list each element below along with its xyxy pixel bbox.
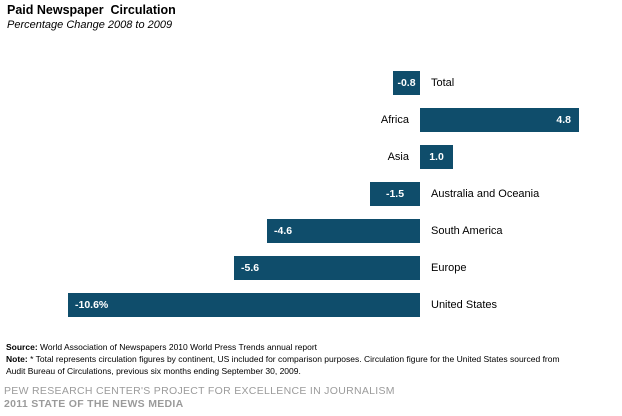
note-text-2: Audit Bureau of Circulations, previous s… xyxy=(6,365,301,376)
bar-africa: 4.8 xyxy=(420,108,579,132)
source-text: World Association of Newspapers 2010 Wor… xyxy=(37,342,318,352)
source-line: Source: World Association of Newspapers … xyxy=(6,342,317,352)
bar-asia: 1.0 xyxy=(420,145,453,169)
bar-value-label: 4.8 xyxy=(556,114,571,126)
bar-value-label: -5.6 xyxy=(241,262,260,274)
category-label-total: Total xyxy=(431,77,455,89)
source-label: Source: xyxy=(6,342,38,352)
bar-australia-and-oceania: -1.5 xyxy=(370,182,420,206)
bar-value-label: -4.6 xyxy=(274,225,293,237)
category-label-united-states: United States xyxy=(431,299,498,311)
chart-title: Paid Newspaper Circulation xyxy=(7,3,176,17)
category-label-australia-and-oceania: Australia and Oceania xyxy=(431,188,540,200)
bar-south-america: -4.6 xyxy=(267,219,420,243)
bar-chart: -0.8 Total 4.8 Africa 1.0 Asia -1.5 Australia a… xyxy=(68,71,579,317)
note-text-1: * Total represents circulation figures b… xyxy=(27,354,560,364)
bar-value-label: -0.8 xyxy=(397,77,416,89)
bar-value-label: -1.5 xyxy=(385,188,405,200)
bar-value-label: -10.6% xyxy=(75,299,109,311)
category-label-africa: Africa xyxy=(380,114,409,126)
bar-total: -0.8 xyxy=(393,71,420,95)
note-line-1: Note: * Total represents circulation fig… xyxy=(6,354,560,364)
category-label-south-america: South America xyxy=(431,225,503,237)
branding-pew: PEW RESEARCH CENTER'S PROJECT FOR EXCELL… xyxy=(4,385,395,397)
note-label: Note: xyxy=(6,354,28,364)
note-line-2: Audit Bureau of Circulations, previous s… xyxy=(6,366,301,376)
bar-value-label: 1.0 xyxy=(429,151,444,163)
bar-united-states: -10.6% xyxy=(68,293,420,317)
branding-state-of-news-media: 2011 STATE OF THE NEWS MEDIA xyxy=(4,398,184,410)
bar-europe: -5.6 xyxy=(234,256,420,280)
category-label-asia: Asia xyxy=(387,151,409,163)
category-label-europe: Europe xyxy=(431,262,467,274)
chart-subtitle: Percentage Change 2008 to 2009 xyxy=(7,19,173,31)
